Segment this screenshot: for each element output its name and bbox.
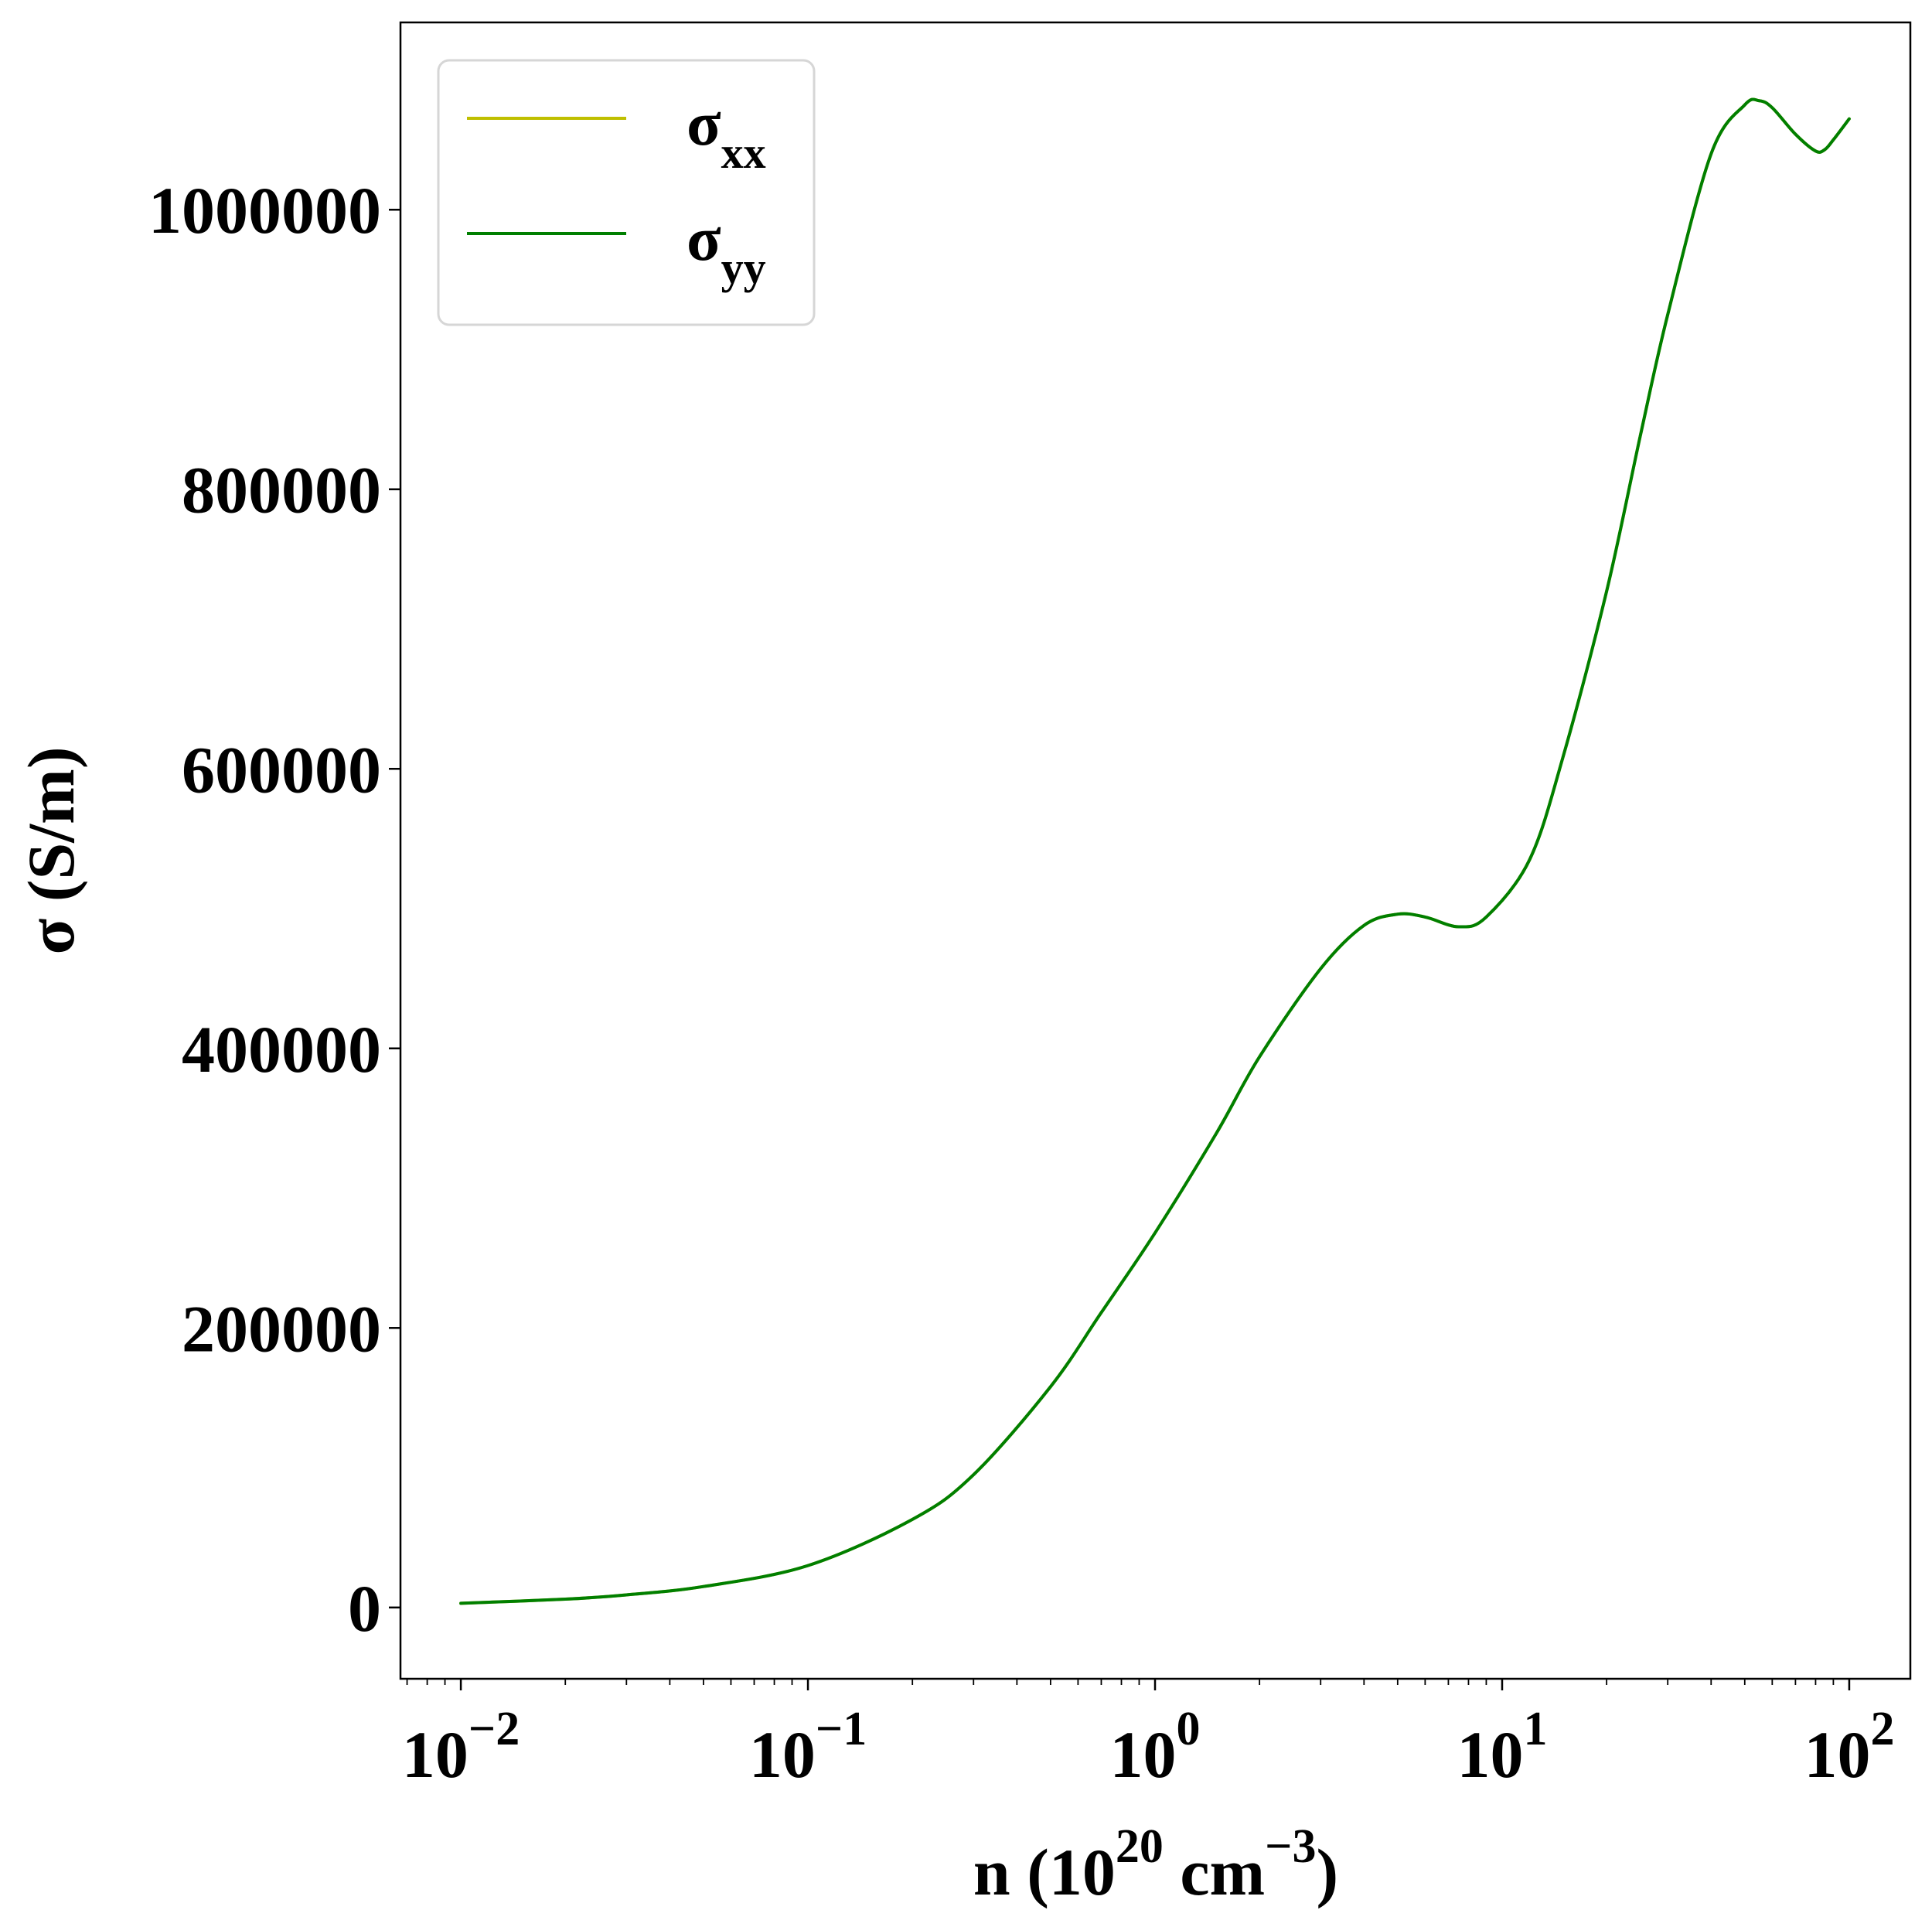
legend-label-sigma-yy: σyy (687, 203, 766, 293)
y-tick-label: 200000 (182, 1291, 381, 1366)
x-label-suffix: ) (1316, 1835, 1338, 1909)
legend: σxx σyy (437, 59, 816, 326)
x-tick-label: 102 (1804, 1703, 1894, 1792)
y-tick-label: 0 (348, 1571, 381, 1646)
x-axis-ticks: 10−2 10−1 100 101 102 (402, 1679, 1894, 1792)
x-tick-label: 100 (1110, 1703, 1201, 1792)
legend-label-sigma-xx: σxx (687, 88, 766, 178)
x-axis-label: n (1020 cm−3) (973, 1820, 1338, 1909)
x-tick-label: 10−1 (749, 1703, 867, 1792)
x-label-prefix: n (10 (973, 1835, 1116, 1909)
x-tick-label: 10−2 (402, 1703, 520, 1792)
y-tick-label: 1000000 (148, 173, 381, 247)
x-label-exponent-1: 20 (1116, 1820, 1164, 1873)
series-line-1 (459, 97, 1851, 1605)
plot-frame (399, 21, 1912, 1680)
plot-lines (459, 97, 1851, 1605)
x-label-unit: cm (1164, 1835, 1265, 1909)
x-axis-minor-ticks (406, 1679, 1835, 1685)
y-tick-label: 400000 (182, 1012, 381, 1086)
x-tick-label: 101 (1457, 1703, 1547, 1792)
y-tick-label: 600000 (182, 732, 381, 807)
legend-box (437, 59, 816, 326)
x-label-exponent-2: −3 (1265, 1820, 1316, 1873)
y-axis-label: σ (S/m) (14, 747, 88, 955)
y-axis-ticks: 0 200000 400000 600000 800000 1000000 (148, 173, 400, 1646)
y-tick-label: 800000 (182, 453, 381, 527)
